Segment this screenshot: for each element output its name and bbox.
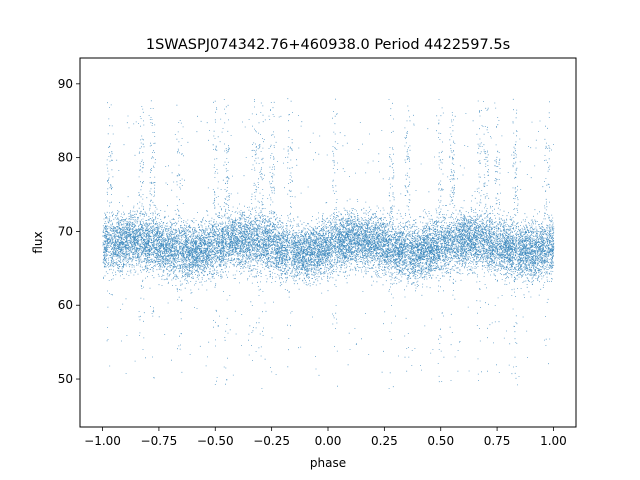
x-axis-ticks: −1.00 −0.75 −0.50 −0.25 0.00 0.25 0.50 0.75 1.00 bbox=[84, 427, 567, 448]
scatter-points bbox=[102, 98, 555, 389]
y-tick-label: 50 bbox=[58, 372, 73, 386]
y-axis-label: flux bbox=[31, 231, 45, 253]
x-axis-label: phase bbox=[310, 456, 346, 470]
series-points bbox=[102, 98, 555, 389]
y-tick-label: 90 bbox=[58, 77, 73, 91]
y-tick-label: 70 bbox=[58, 224, 73, 238]
x-tick-label: −1.00 bbox=[84, 434, 121, 448]
x-tick-label: 0.00 bbox=[315, 434, 342, 448]
chart-title: 1SWASPJ074342.76+460938.0 Period 4422597… bbox=[146, 37, 510, 53]
x-tick-label: −0.25 bbox=[253, 434, 290, 448]
y-tick-label: 60 bbox=[58, 298, 73, 312]
x-tick-label: 0.75 bbox=[484, 434, 511, 448]
y-axis-ticks: 50 60 70 80 90 bbox=[58, 77, 80, 386]
y-tick-label: 80 bbox=[58, 151, 73, 165]
x-tick-label: −0.50 bbox=[197, 434, 234, 448]
x-tick-label: 0.25 bbox=[371, 434, 398, 448]
x-tick-label: 0.50 bbox=[427, 434, 454, 448]
x-tick-label: 1.00 bbox=[540, 434, 567, 448]
x-tick-label: −0.75 bbox=[141, 434, 178, 448]
